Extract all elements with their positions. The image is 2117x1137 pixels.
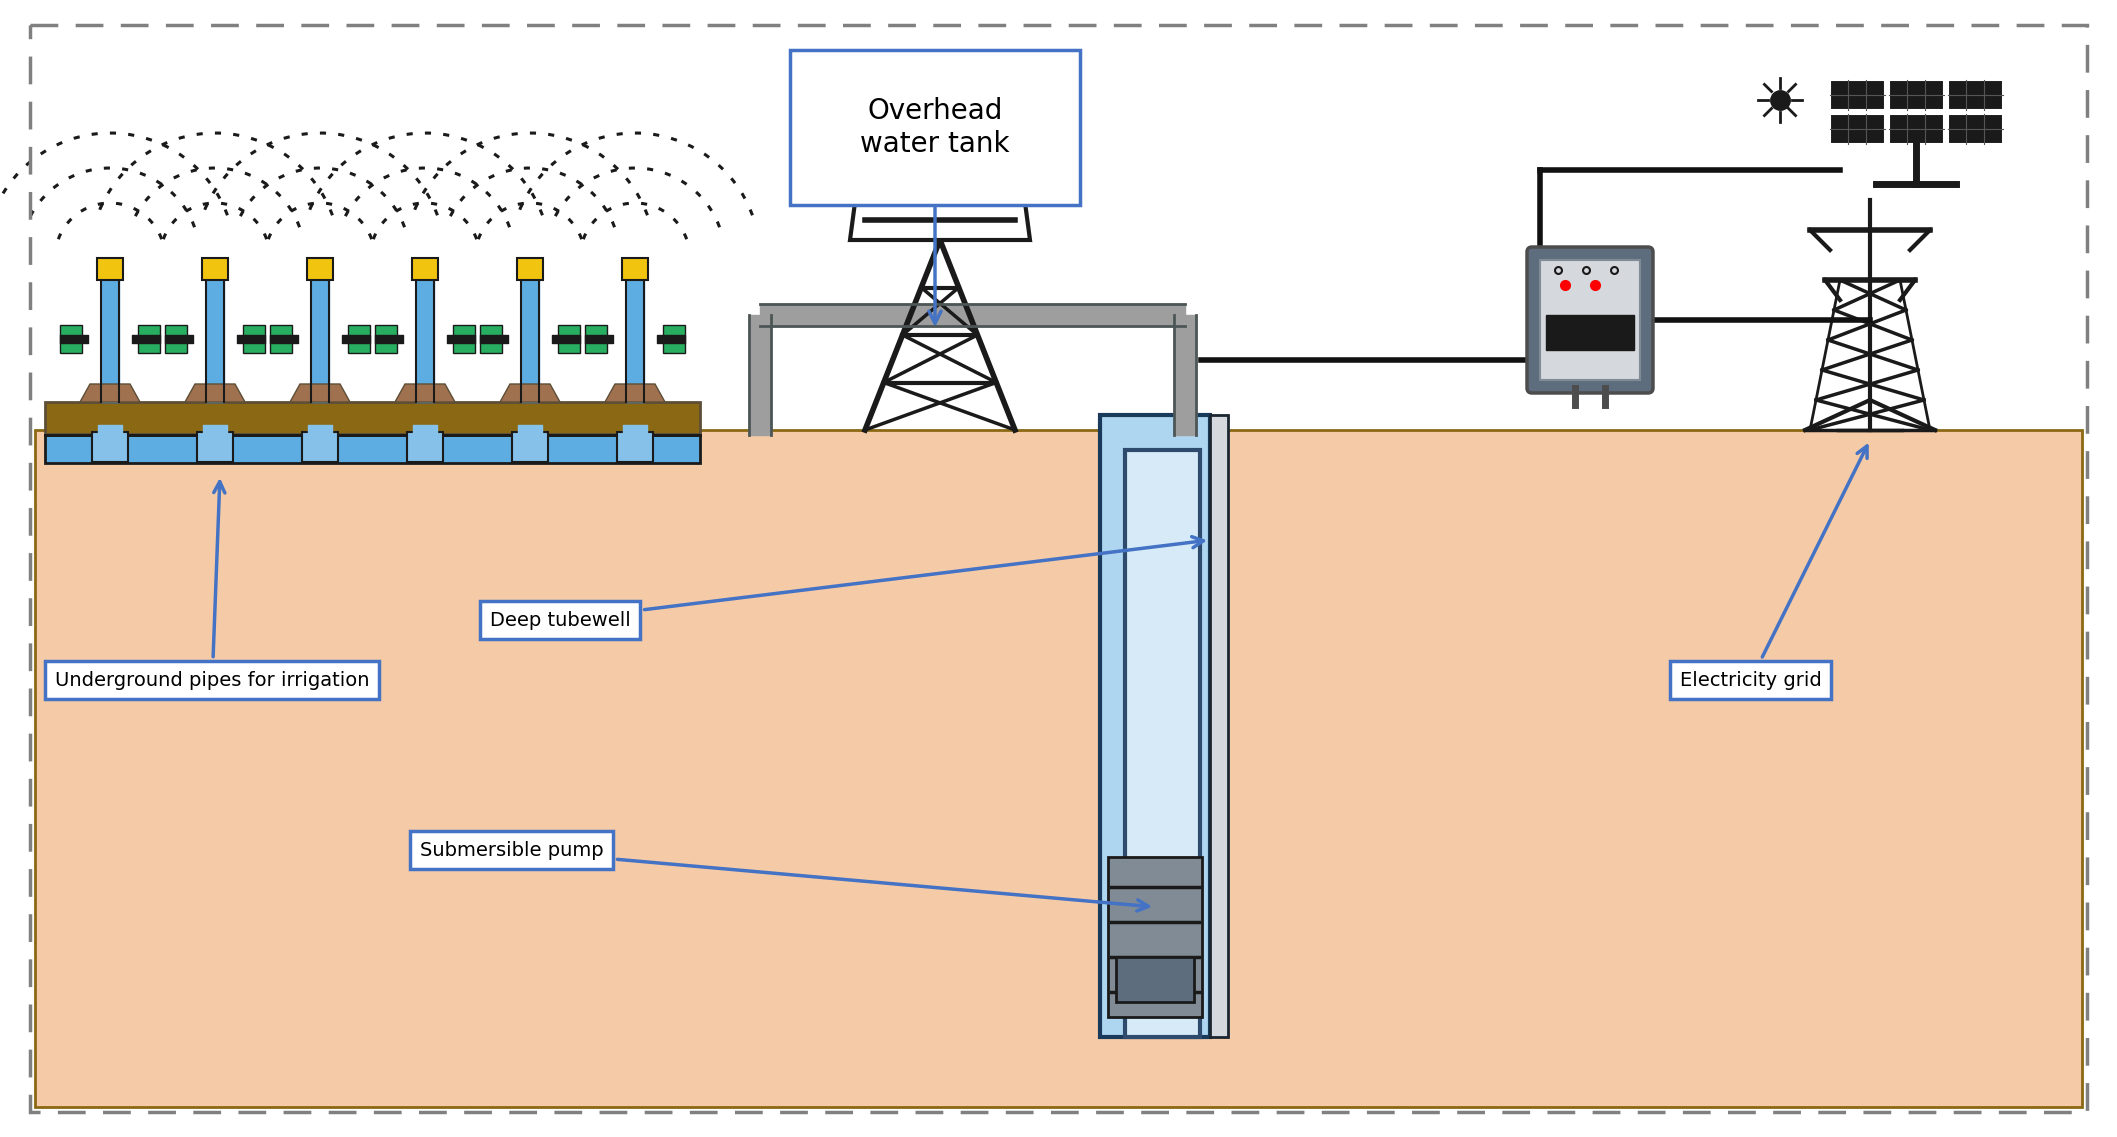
Text: Electricity grid: Electricity grid <box>1681 446 1867 689</box>
Polygon shape <box>80 384 140 402</box>
FancyBboxPatch shape <box>36 430 2081 1107</box>
FancyBboxPatch shape <box>1101 415 1211 1037</box>
FancyBboxPatch shape <box>1829 80 1884 110</box>
FancyBboxPatch shape <box>165 325 186 352</box>
Text: Overhead
water tank: Overhead water tank <box>860 98 1010 158</box>
FancyBboxPatch shape <box>584 325 608 352</box>
FancyBboxPatch shape <box>1888 80 1943 110</box>
FancyBboxPatch shape <box>559 325 580 352</box>
FancyBboxPatch shape <box>1829 114 1884 144</box>
FancyBboxPatch shape <box>271 325 292 352</box>
FancyBboxPatch shape <box>1948 114 2003 144</box>
FancyBboxPatch shape <box>406 432 442 462</box>
FancyBboxPatch shape <box>453 325 474 352</box>
FancyBboxPatch shape <box>790 50 1080 205</box>
FancyBboxPatch shape <box>197 432 233 462</box>
FancyBboxPatch shape <box>44 402 701 434</box>
FancyBboxPatch shape <box>375 325 398 352</box>
FancyBboxPatch shape <box>663 325 686 352</box>
Polygon shape <box>396 384 455 402</box>
FancyBboxPatch shape <box>1116 957 1194 1002</box>
FancyBboxPatch shape <box>307 258 332 280</box>
FancyBboxPatch shape <box>303 432 339 462</box>
FancyBboxPatch shape <box>59 325 83 352</box>
FancyBboxPatch shape <box>481 325 502 352</box>
FancyBboxPatch shape <box>1526 247 1653 393</box>
FancyBboxPatch shape <box>138 325 161 352</box>
FancyBboxPatch shape <box>201 258 229 280</box>
FancyBboxPatch shape <box>1539 260 1641 380</box>
FancyBboxPatch shape <box>616 432 652 462</box>
FancyBboxPatch shape <box>1107 857 1202 1016</box>
FancyBboxPatch shape <box>517 258 542 280</box>
FancyBboxPatch shape <box>1545 315 1634 350</box>
FancyBboxPatch shape <box>44 435 701 463</box>
Polygon shape <box>851 80 1031 150</box>
Polygon shape <box>500 384 561 402</box>
FancyBboxPatch shape <box>347 325 370 352</box>
FancyBboxPatch shape <box>97 258 123 280</box>
Polygon shape <box>184 384 246 402</box>
FancyBboxPatch shape <box>1888 114 1943 144</box>
Text: Deep tubewell: Deep tubewell <box>489 537 1202 630</box>
Text: Submersible pump: Submersible pump <box>419 840 1147 911</box>
Polygon shape <box>290 384 349 402</box>
FancyBboxPatch shape <box>1211 415 1228 1037</box>
FancyBboxPatch shape <box>1124 450 1200 1037</box>
Polygon shape <box>851 150 1031 240</box>
Text: Underground pipes for irrigation: Underground pipes for irrigation <box>55 482 370 689</box>
FancyBboxPatch shape <box>243 325 265 352</box>
FancyBboxPatch shape <box>512 432 548 462</box>
FancyBboxPatch shape <box>1948 80 2003 110</box>
Polygon shape <box>605 384 665 402</box>
FancyBboxPatch shape <box>413 258 438 280</box>
FancyBboxPatch shape <box>91 432 127 462</box>
FancyBboxPatch shape <box>622 258 648 280</box>
